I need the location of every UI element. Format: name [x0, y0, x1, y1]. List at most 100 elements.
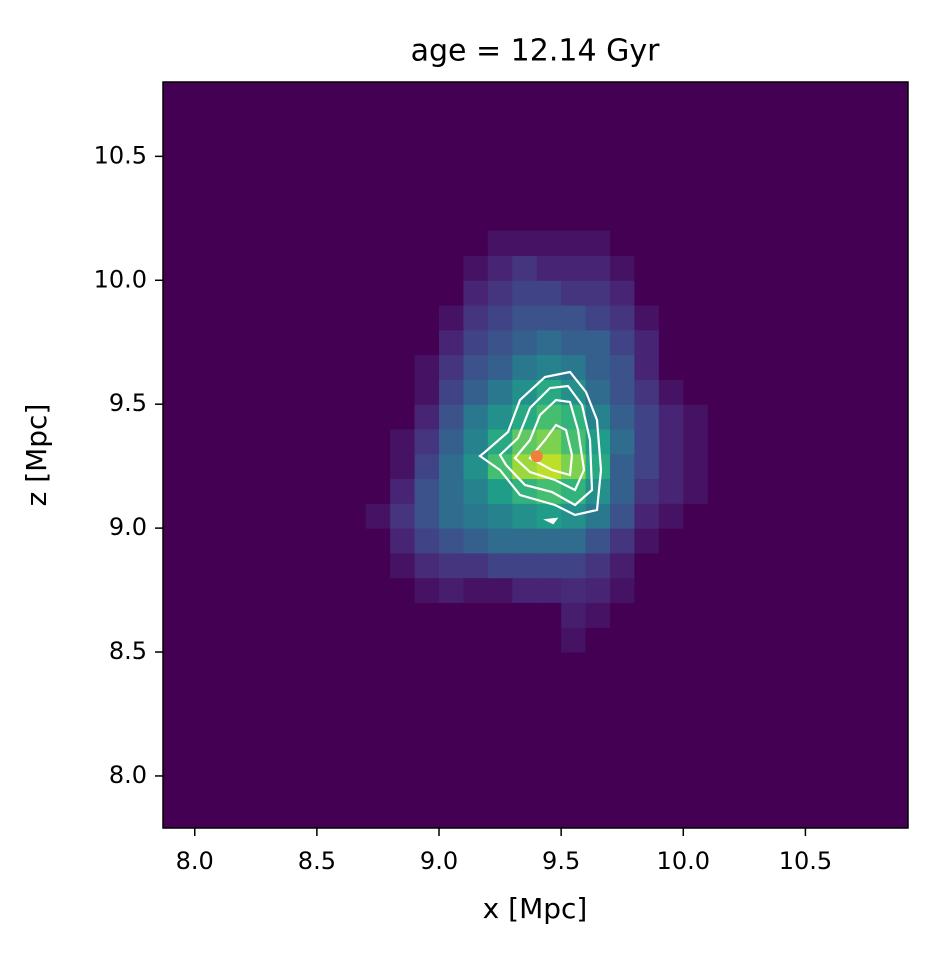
heatmap-cell	[463, 255, 489, 281]
heatmap-cell	[463, 453, 489, 480]
heatmap-cell	[439, 428, 464, 455]
heatmap-cell	[658, 453, 684, 480]
heatmap-cell	[365, 602, 391, 628]
heatmap-cell	[536, 552, 562, 579]
heatmap-cell	[414, 627, 440, 653]
heatmap-cell	[414, 552, 440, 579]
heatmap-cell	[487, 354, 513, 380]
heatmap-cell	[658, 627, 684, 653]
heatmap-cell	[463, 230, 489, 256]
heatmap-cell	[439, 552, 464, 579]
heatmap-cell	[561, 602, 587, 628]
heatmap-cell	[487, 577, 513, 603]
heatmap-cell	[658, 329, 684, 356]
heatmap-cell	[658, 379, 684, 405]
heatmap-cell	[658, 255, 684, 281]
plot-frame	[162, 81, 909, 829]
heatmap-cell	[561, 627, 587, 653]
x-tick-label: 8.5	[298, 847, 336, 875]
heatmap-cell	[610, 354, 635, 380]
heatmap-cell	[683, 379, 709, 405]
heatmap-cell	[365, 528, 391, 554]
x-tick-label: 10.5	[779, 847, 832, 875]
heatmap-cell	[390, 305, 416, 331]
heatmap-cell	[585, 453, 611, 480]
heatmap-cell	[463, 280, 489, 306]
heatmap-cell	[610, 453, 635, 480]
y-tick-label: 10.0	[94, 265, 147, 293]
heatmap-cell	[585, 528, 611, 554]
heatmap-cell	[487, 478, 513, 504]
heatmap-cell	[439, 280, 464, 306]
heatmap-cell	[634, 379, 660, 405]
heatmap-cell	[683, 329, 709, 356]
heatmap-cell	[707, 577, 733, 603]
heatmap-cell	[439, 602, 464, 628]
heatmap-cell	[634, 453, 660, 480]
heatmap-cell	[365, 379, 391, 405]
heatmap-cell	[390, 255, 416, 281]
heatmap-cell	[463, 329, 489, 356]
heatmap-cell	[463, 404, 489, 430]
heatmap-cell	[439, 354, 464, 380]
y-tick-label: 8.5	[109, 637, 147, 665]
heatmap-cell	[634, 354, 660, 380]
heatmap-cell	[683, 230, 709, 256]
heatmap-cell	[585, 255, 611, 281]
heatmap-cell	[536, 230, 562, 256]
heatmap-cell	[365, 230, 391, 256]
heatmap	[365, 230, 733, 653]
heatmap-cell	[585, 280, 611, 306]
heatmap-cell	[414, 602, 440, 628]
heatmap-cell	[536, 602, 562, 628]
heatmap-cell	[439, 230, 464, 256]
heatmap-cell	[512, 255, 538, 281]
heatmap-cell	[365, 503, 391, 529]
heatmap-cell	[707, 552, 733, 579]
heatmap-cell	[585, 354, 611, 380]
heatmap-cell	[536, 329, 562, 356]
heatmap-cell	[414, 577, 440, 603]
center-point	[530, 450, 543, 463]
heatmap-cell	[683, 503, 709, 529]
heatmap-cell	[463, 503, 489, 529]
x-tick-label: 9.5	[542, 847, 580, 875]
contour	[543, 517, 559, 525]
heatmap-cell	[414, 280, 440, 306]
heatmap-cell	[365, 478, 391, 504]
heatmap-cell	[634, 404, 660, 430]
heatmap-cell	[439, 453, 464, 480]
heatmap-cell	[487, 428, 513, 455]
y-tick-label: 9.0	[109, 513, 147, 541]
heatmap-cell	[512, 305, 538, 331]
heatmap-cell	[658, 552, 684, 579]
heatmap-cell	[487, 552, 513, 579]
heatmap-cell	[487, 528, 513, 554]
heatmap-cell	[463, 627, 489, 653]
heatmap-cell	[634, 552, 660, 579]
heatmap-cell	[561, 503, 587, 529]
heatmap-cell	[487, 329, 513, 356]
heatmap-cell	[707, 379, 733, 405]
heatmap-cell	[707, 404, 733, 430]
heatmap-cell	[683, 453, 709, 480]
heatmap-cell	[487, 503, 513, 529]
heatmap-cell	[634, 528, 660, 554]
heatmap-cell	[585, 305, 611, 331]
heatmap-cell	[512, 280, 538, 306]
heatmap-cell	[365, 627, 391, 653]
heatmap-cell	[512, 329, 538, 356]
heatmap-cell	[585, 577, 611, 603]
heatmap-cell	[561, 577, 587, 603]
heatmap-cell	[512, 354, 538, 380]
heatmap-cell	[439, 329, 464, 356]
heatmap-cell	[390, 453, 416, 480]
heatmap-cell	[707, 255, 733, 281]
heatmap-cell	[390, 503, 416, 529]
y-axis-label: z [Mpc]	[20, 404, 53, 507]
heatmap-cell	[683, 280, 709, 306]
heatmap-cell	[707, 230, 733, 256]
heatmap-cell	[683, 478, 709, 504]
heatmap-cell	[390, 577, 416, 603]
